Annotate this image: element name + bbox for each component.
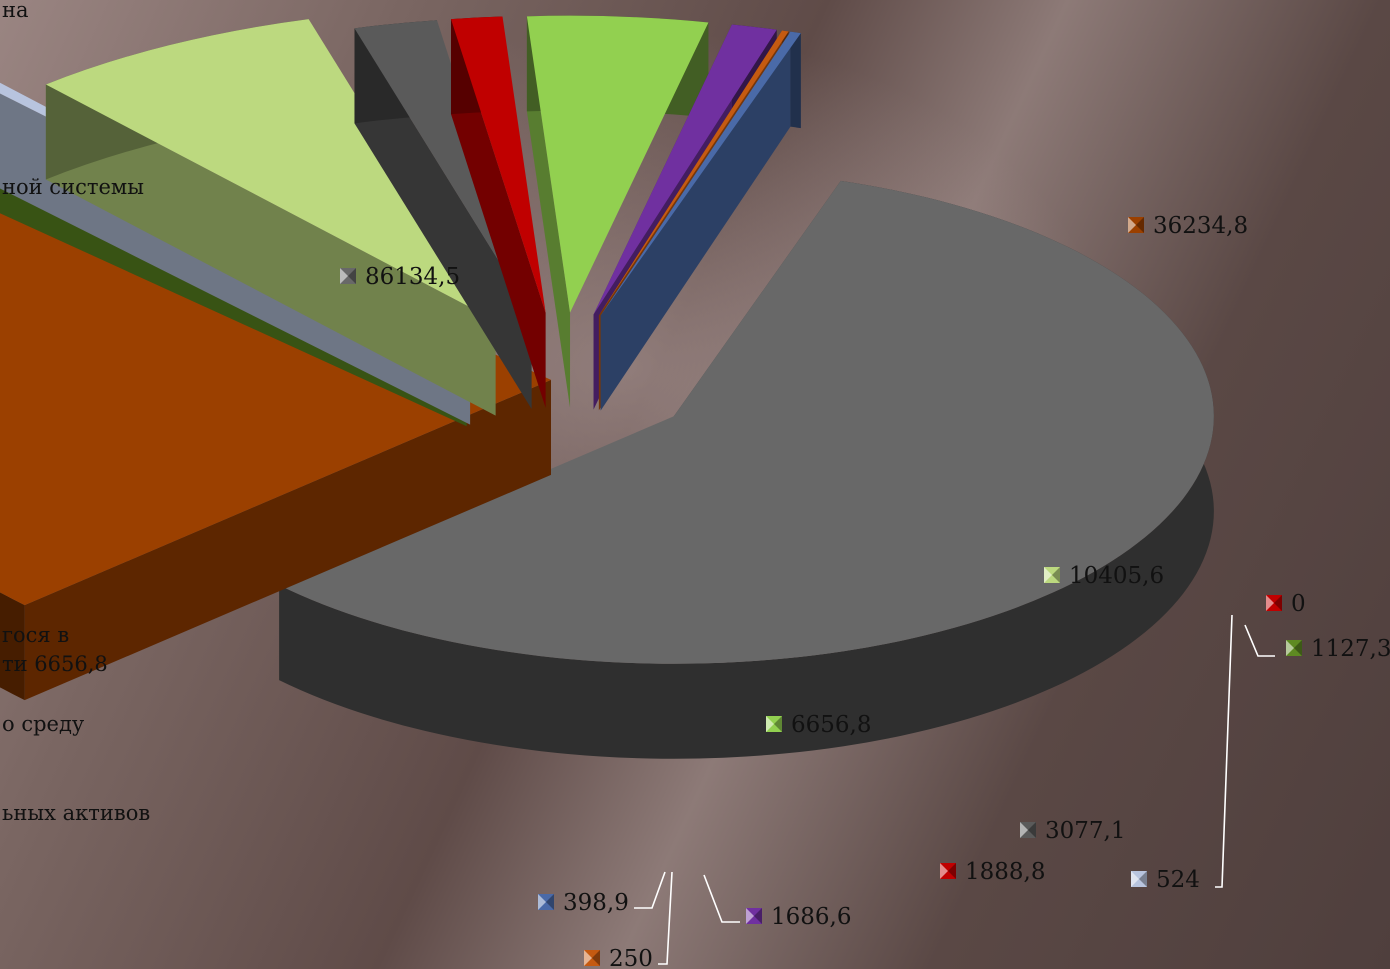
- data-label-4: 1127,3: [1286, 636, 1390, 662]
- data-label-6: 10405,6: [1044, 563, 1164, 589]
- legend-fragment-2: ной системы: [2, 175, 144, 199]
- svg-text:3077,1: 3077,1: [1045, 818, 1125, 844]
- svg-text:398,9: 398,9: [563, 890, 629, 916]
- leader-line-4: [1244, 624, 1275, 657]
- data-label-8: 1888,8: [940, 859, 1045, 885]
- legend-key-icon: [584, 950, 600, 966]
- legend-key-icon: [746, 908, 762, 924]
- legend-key-icon: [1020, 822, 1036, 838]
- legend-key-icon: [1131, 871, 1147, 887]
- legend-key-icon: [940, 863, 956, 879]
- pie-slice-6: [45, 19, 496, 416]
- pie-slice-9: [526, 15, 709, 408]
- svg-text:1127,3: 1127,3: [1311, 636, 1390, 662]
- legend-key-icon: [538, 894, 554, 910]
- data-label-10: 1686,6: [746, 904, 851, 930]
- data-label-3: 0: [1266, 591, 1306, 617]
- data-label-9: 6656,8: [766, 712, 871, 738]
- svg-text:1686,6: 1686,6: [771, 904, 851, 930]
- data-label-11: 250: [584, 946, 653, 969]
- legend-fragment-5: о среду: [2, 712, 85, 736]
- pie-slice-1: [279, 180, 1214, 759]
- legend-key-icon: [1286, 640, 1302, 656]
- pie-slice-7: [354, 20, 532, 410]
- pie-slice-12: [600, 31, 801, 411]
- legend-key-icon: [340, 268, 356, 284]
- svg-text:10405,6: 10405,6: [1069, 563, 1164, 589]
- legend-key-icon: [1128, 217, 1144, 233]
- legend-fragment-6: ьных активов: [2, 801, 150, 825]
- data-label-2: 36234,8: [1128, 213, 1248, 239]
- legend-key-icon: [1266, 595, 1282, 611]
- svg-text:36234,8: 36234,8: [1153, 213, 1248, 239]
- svg-text:6656,8: 6656,8: [791, 712, 871, 738]
- legend-fragment-4: ти 6656,8: [2, 652, 108, 676]
- svg-text:86134,5: 86134,5: [365, 264, 460, 290]
- leader-line-11: [658, 871, 673, 965]
- legend-fragment-3: гося в: [2, 623, 69, 647]
- legend-key-icon: [1044, 567, 1060, 583]
- svg-text:524: 524: [1156, 867, 1200, 893]
- data-label-12: 398,9: [538, 890, 629, 916]
- svg-text:0: 0: [1291, 591, 1306, 617]
- pie-slice-8: [450, 16, 546, 408]
- legend-fragment-1: на: [2, 0, 29, 22]
- data-label-7: 3077,1: [1020, 818, 1125, 844]
- svg-text:250: 250: [609, 946, 653, 969]
- data-label-1: 86134,5: [340, 264, 460, 290]
- svg-text:1888,8: 1888,8: [965, 859, 1045, 885]
- data-label-5: 524: [1131, 867, 1200, 893]
- leader-line-12: [634, 871, 666, 909]
- leader-line-5: [1215, 614, 1233, 888]
- legend-key-icon: [766, 716, 782, 732]
- leader-line-10: [703, 874, 740, 923]
